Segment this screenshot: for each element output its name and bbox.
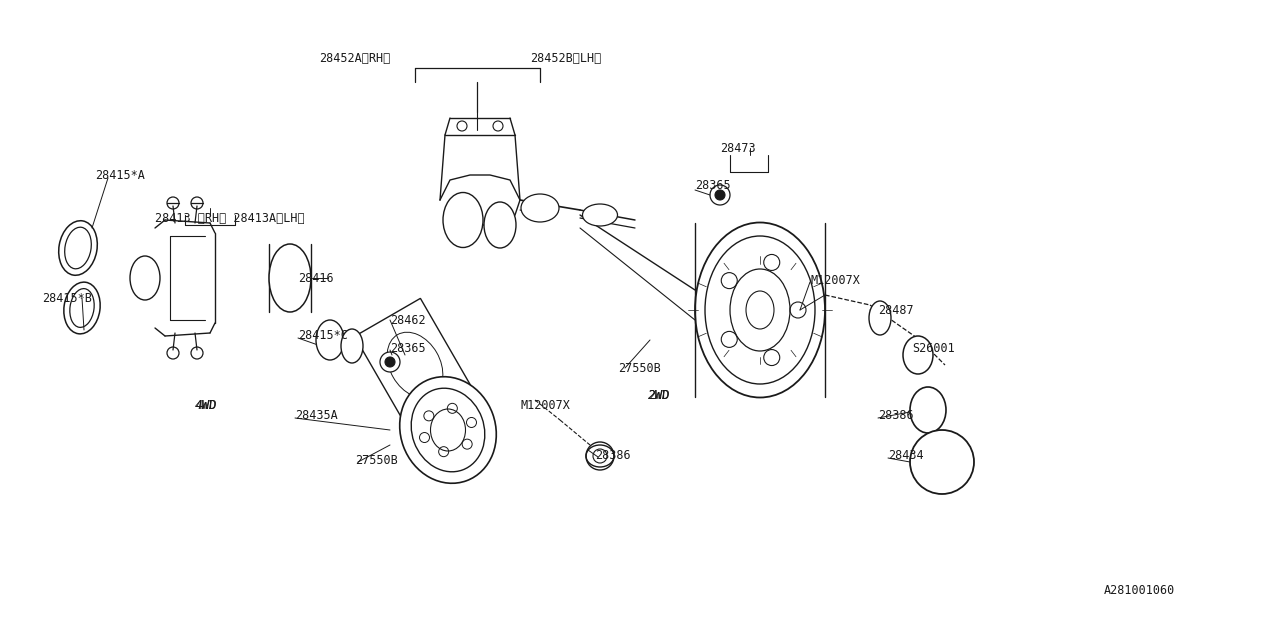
Circle shape: [385, 357, 396, 367]
Text: 28386: 28386: [595, 449, 631, 461]
Ellipse shape: [399, 377, 497, 483]
Circle shape: [716, 190, 724, 200]
Text: 28462: 28462: [390, 314, 426, 326]
Ellipse shape: [695, 223, 826, 397]
Ellipse shape: [910, 387, 946, 433]
Circle shape: [710, 185, 730, 205]
Text: 28365: 28365: [695, 179, 731, 191]
Text: 27550B: 27550B: [355, 454, 398, 467]
Text: 28413 〈RH〉 28413A〈LH〉: 28413 〈RH〉 28413A〈LH〉: [155, 211, 305, 225]
Text: 4WD: 4WD: [195, 399, 218, 412]
Ellipse shape: [269, 244, 311, 312]
Text: 28452B〈LH〉: 28452B〈LH〉: [530, 51, 602, 65]
Text: 28473: 28473: [721, 141, 755, 154]
Text: 28452A〈RH〉: 28452A〈RH〉: [319, 51, 390, 65]
Text: 2WD: 2WD: [648, 388, 669, 401]
Text: S26001: S26001: [913, 342, 955, 355]
Text: 28415*C: 28415*C: [298, 328, 348, 342]
Text: 28435A: 28435A: [294, 408, 338, 422]
Text: M12007X: M12007X: [810, 273, 860, 287]
Text: 28416: 28416: [298, 271, 334, 285]
Ellipse shape: [340, 329, 364, 363]
Text: 27550B: 27550B: [618, 362, 660, 374]
Ellipse shape: [131, 256, 160, 300]
Ellipse shape: [869, 301, 891, 335]
Text: 28415*B: 28415*B: [42, 291, 92, 305]
Text: 28365: 28365: [390, 342, 426, 355]
Ellipse shape: [521, 194, 559, 222]
Ellipse shape: [484, 202, 516, 248]
Text: 28386: 28386: [878, 408, 914, 422]
Circle shape: [910, 430, 974, 494]
Polygon shape: [355, 298, 475, 431]
Ellipse shape: [902, 336, 933, 374]
Text: A281001060: A281001060: [1103, 584, 1175, 596]
Circle shape: [586, 442, 614, 470]
Text: 28434: 28434: [888, 449, 924, 461]
Text: 28487: 28487: [878, 303, 914, 317]
Text: 2WD: 2WD: [648, 388, 671, 401]
Ellipse shape: [316, 320, 344, 360]
Text: 28415*A: 28415*A: [95, 168, 145, 182]
Text: M12007X: M12007X: [520, 399, 570, 412]
Ellipse shape: [443, 193, 483, 248]
Circle shape: [380, 352, 401, 372]
Ellipse shape: [582, 204, 617, 226]
Text: 4WD: 4WD: [195, 399, 216, 412]
